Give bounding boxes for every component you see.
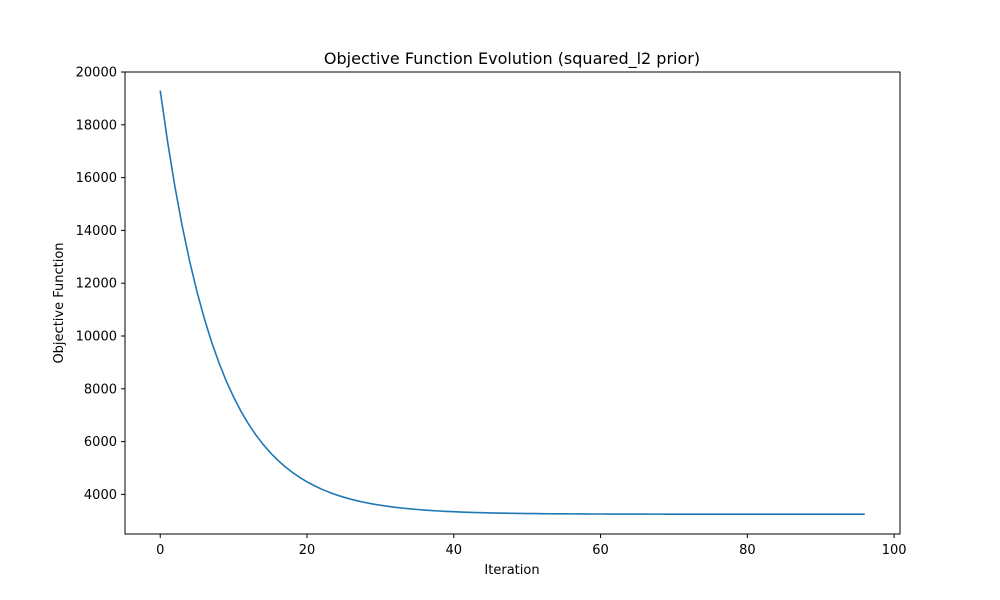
y-tick-label: 18000 — [76, 118, 117, 133]
y-tick-label: 8000 — [84, 382, 117, 397]
objective-series-line — [159, 90, 865, 515]
x-tick-label: 40 — [446, 543, 463, 558]
y-tick-label: 20000 — [76, 66, 117, 81]
y-tick-label: 12000 — [76, 277, 117, 292]
x-tick-label: 100 — [882, 543, 907, 558]
plot-area-frame — [124, 71, 901, 535]
y-axis-label: Objective Function — [52, 242, 67, 363]
y-tick-label: 14000 — [76, 224, 117, 239]
x-tick-label: 60 — [592, 543, 609, 558]
x-axis-label: Iteration — [484, 563, 539, 578]
x-tick-label: 0 — [156, 543, 164, 558]
x-tick-label: 80 — [739, 543, 756, 558]
y-tick-label: 10000 — [76, 330, 117, 345]
chart-title: Objective Function Evolution (squared_l2… — [324, 49, 700, 69]
y-tick-label: 16000 — [76, 171, 117, 186]
x-axis-ticks: 0 20 40 60 80 100 — [156, 534, 907, 558]
y-tick-label: 4000 — [84, 488, 117, 503]
y-tick-label: 6000 — [84, 435, 117, 450]
y-axis-ticks: 4000 6000 8000 10000 12000 14000 16000 18000 200… — [76, 66, 125, 503]
x-tick-label: 20 — [299, 543, 316, 558]
